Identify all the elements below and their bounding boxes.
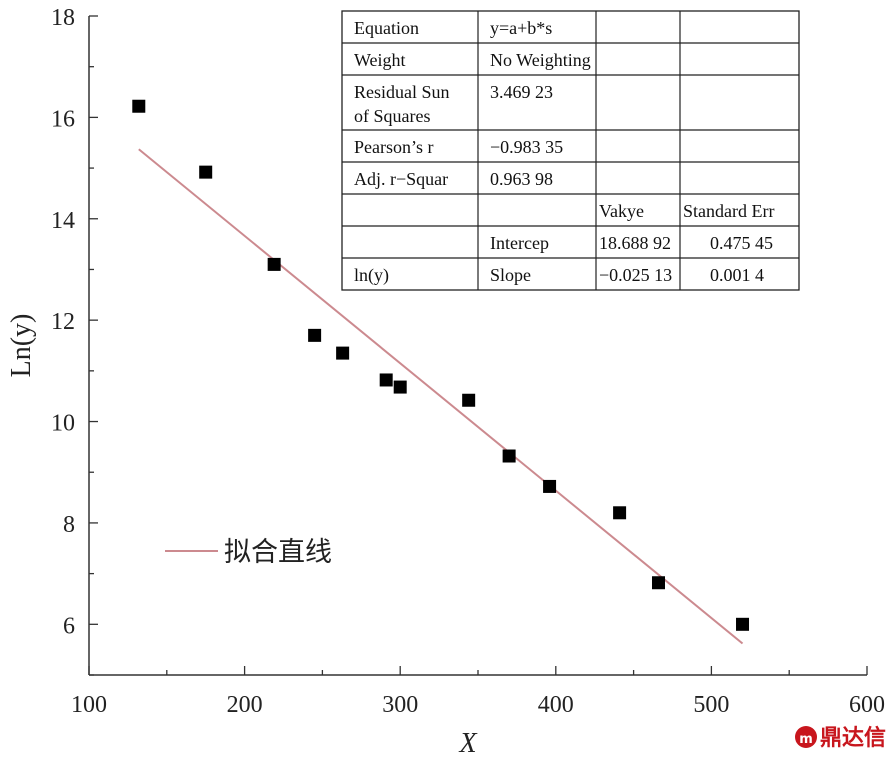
fit-line [138,148,744,645]
x-axis-ticks: 100 200 300 400 500 600 [71,666,885,718]
data-point [336,346,350,360]
data-point [393,380,407,394]
stats-table-cell: Standard Err [683,201,774,221]
data-point [308,328,322,342]
stats-table-cell: 18.688 92 [599,233,671,253]
data-point [199,165,213,179]
data-point [379,373,393,387]
legend-label-fit-line: 拟合直线 [224,537,332,568]
stats-table-cell: −0.983 35 [490,137,563,157]
stats-table-cell: −0.025 13 [599,265,672,285]
x-tick-label: 100 [71,692,107,718]
data-point [132,99,146,113]
data-point [502,449,516,463]
stats-table-frame [341,10,800,291]
watermark-logo-glyph: m [799,732,813,747]
x-axis-title: X [458,728,477,758]
data-point [736,617,750,631]
y-tick-label: 8 [63,512,75,538]
stats-table-cell: ln(y) [354,265,389,286]
data-point [651,576,665,590]
y-tick-label: 14 [51,208,75,234]
stats-table-cell: Slope [490,265,531,285]
watermark-text: 鼎达信 [820,725,886,751]
data-points [132,99,750,631]
stats-table-cell: No Weighting [490,50,591,70]
stats-table-cell: y=a+b*s [490,18,552,38]
stats-table-cell: 0.475 45 [710,233,773,253]
stats-table-cell: 0.963 98 [490,169,553,189]
y-axis-ticks: 6 8 10 12 14 16 18 [51,5,98,676]
stats-table: Equation y=a+b*s Weight No Weighting Residua… [341,10,800,291]
y-tick-label: 6 [63,613,75,639]
stats-table-cell: Equation [354,18,419,38]
x-tick-label: 300 [382,692,418,718]
stats-table-cell: 0.001 4 [710,265,764,285]
x-tick-label: 600 [849,692,885,718]
stats-table-cell: Intercep [490,233,549,253]
x-tick-label: 400 [538,692,574,718]
stats-table-cell: Adj. r−Squar [354,169,448,189]
data-point [613,506,627,520]
data-point [267,257,281,271]
watermark: m 鼎达信 [795,725,886,751]
legend: 拟合直线 [165,537,332,568]
x-tick-label: 200 [227,692,263,718]
stats-table-cell: Pearson’s r [354,137,434,157]
stats-table-cell: 3.469 23 [490,82,553,102]
y-tick-label: 12 [51,309,75,335]
stats-table-cell: Weight [354,50,406,70]
x-tick-label: 500 [693,692,729,718]
data-point [462,393,476,407]
watermark-logo-icon [795,726,817,748]
stats-table-cell: Vakye [599,201,644,221]
y-tick-label: 18 [51,5,75,31]
stats-table-cell: of Squares [354,106,430,126]
stats-table-cell: Residual Sun [354,82,450,102]
y-tick-label: 10 [51,411,75,437]
y-axis-title: Ln(y) [6,314,37,378]
y-tick-label: 16 [51,106,75,132]
data-point [543,479,557,493]
